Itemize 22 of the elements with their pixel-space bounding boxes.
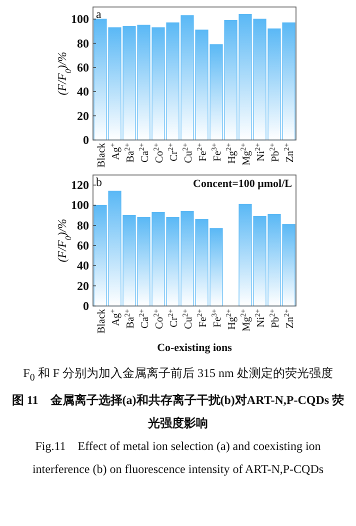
y-tick-label: 40 [77, 258, 89, 273]
chart-title: b [96, 175, 102, 189]
x-tick-label: Black [96, 142, 108, 168]
y-tick-label: 0 [83, 133, 89, 147]
y-tick-label: 20 [77, 278, 89, 293]
y-tick-label: 80 [77, 218, 89, 232]
y-tick-label: 0 [83, 299, 89, 313]
y-tick-label: 20 [77, 108, 89, 123]
x-tick-label: Black [96, 308, 108, 334]
y-tick-label: 100 [71, 12, 89, 26]
y-tick-label: 60 [77, 238, 89, 253]
caption: Fig.11 Effect of metal ion selection (a) and coexisting ion interference (b) on fluorescence intensity of ART-N,P-CQDs [31, 438, 325, 478]
y-tick-label: 40 [77, 84, 89, 99]
y-tick-label: 60 [77, 60, 89, 74]
chart-title: a [96, 7, 102, 21]
y-tick-label: 80 [77, 36, 89, 50]
caption: 图 11 金属离子选择(a)和共存离子干扰(b)对ART-N,P-CQDs 荧光强度影响 [10, 392, 346, 432]
text: F$_{0}$ 和 F 分别为加入金属离子前后 315 nm 处测定的荧光强度 [22, 365, 334, 386]
y-tick-label: 120 [71, 178, 89, 192]
annotation: Concent=100 μmol/L [193, 178, 292, 190]
x-axis-title: Co-existing ions [157, 342, 233, 354]
y-tick-label: 100 [71, 198, 89, 212]
